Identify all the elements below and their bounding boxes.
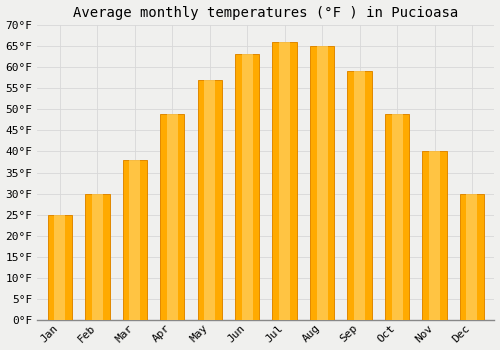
Bar xyxy=(204,80,215,320)
Bar xyxy=(348,71,372,320)
Bar xyxy=(272,42,297,320)
Bar xyxy=(354,71,365,320)
Bar xyxy=(130,160,140,320)
Bar xyxy=(385,113,409,320)
Bar xyxy=(429,152,440,320)
Bar xyxy=(279,42,290,320)
Bar xyxy=(167,113,178,320)
Bar xyxy=(48,215,72,320)
Bar xyxy=(460,194,484,320)
Bar xyxy=(92,194,103,320)
Bar xyxy=(54,215,66,320)
Bar xyxy=(198,80,222,320)
Bar xyxy=(160,113,184,320)
Bar xyxy=(310,46,334,320)
Title: Average monthly temperatures (°F ) in Pucioasa: Average monthly temperatures (°F ) in Pu… xyxy=(74,6,458,20)
Bar xyxy=(122,160,147,320)
Bar xyxy=(85,194,110,320)
Bar xyxy=(235,55,260,320)
Bar xyxy=(466,194,477,320)
Bar xyxy=(316,46,328,320)
Bar xyxy=(422,152,446,320)
Bar xyxy=(392,113,402,320)
Bar xyxy=(242,55,252,320)
